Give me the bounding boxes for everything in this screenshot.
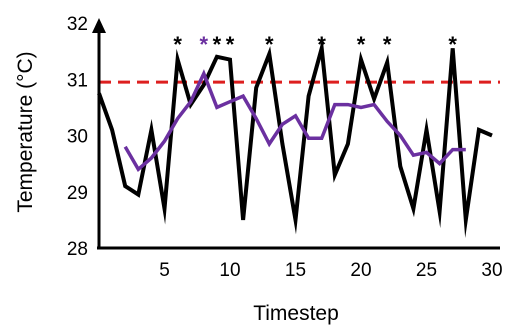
chart-tick-labels: 5 10 15 20 25 30 28 29 30 31 32 <box>67 14 503 281</box>
annotation-star-3: * <box>213 32 222 57</box>
y-tick-label: 31 <box>67 70 88 91</box>
y-tick-label: 29 <box>67 183 88 204</box>
annotation-star-9: * <box>448 32 457 57</box>
series-line-2 <box>123 69 466 173</box>
x-tick-label: 10 <box>219 260 240 281</box>
x-tick-label: 15 <box>285 260 306 281</box>
annotation-star-8: * <box>383 32 392 57</box>
y-tick-label: 30 <box>67 127 88 148</box>
annotation-star-6: * <box>317 32 326 57</box>
x-tick-label: 5 <box>159 260 170 281</box>
annotation-star-7: * <box>357 32 366 57</box>
x-axis-title: Timestep <box>253 302 339 325</box>
y-tick-label: 32 <box>67 14 88 35</box>
chart-marks: * * * * * * * * * <box>97 32 500 239</box>
y-axis-arrow <box>92 18 106 33</box>
x-tick-label: 25 <box>416 260 437 281</box>
annotation-star-4: * <box>226 32 235 57</box>
annotation-star-2: * <box>200 32 209 57</box>
chart-axes <box>92 18 500 250</box>
series-line-1 <box>97 37 493 239</box>
y-axis-title: Temperature (°C) <box>14 51 37 212</box>
x-tick-label: 20 <box>350 260 371 281</box>
y-tick-label: 28 <box>67 239 88 260</box>
x-tick-label: 30 <box>481 260 502 281</box>
annotation-star-1: * <box>173 32 182 57</box>
annotation-star-5: * <box>265 32 274 57</box>
